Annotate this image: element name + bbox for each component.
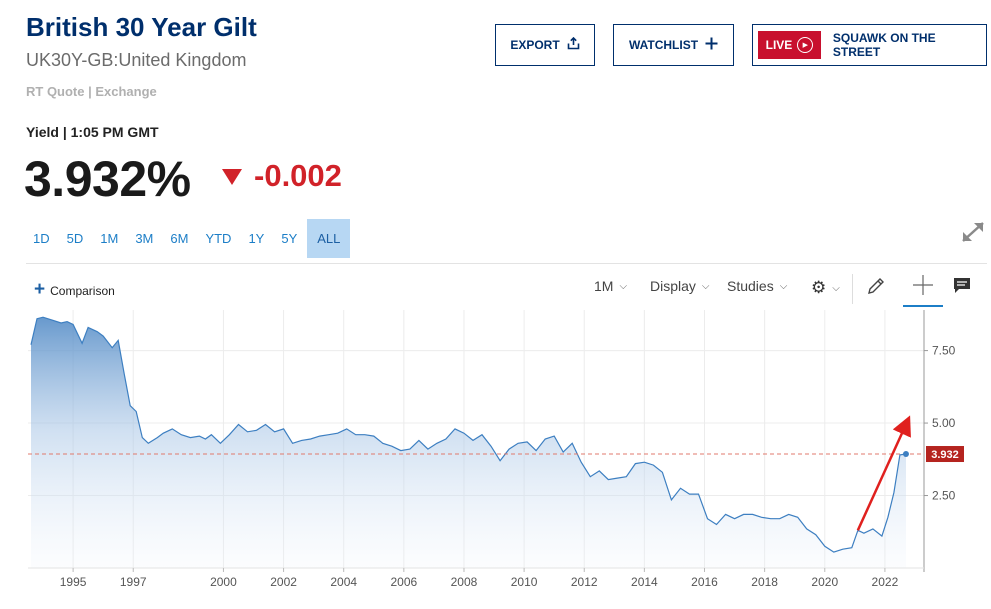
y-tick-label: 7.50 bbox=[932, 344, 956, 358]
rt-quote-label: RT Quote | Exchange bbox=[26, 84, 157, 99]
x-tick-label: 1995 bbox=[60, 575, 87, 589]
down-arrow-icon bbox=[222, 169, 242, 185]
last-price: 3.932% bbox=[24, 151, 191, 207]
watchlist-label: WATCHLIST bbox=[628, 38, 699, 52]
watchlist-button[interactable]: WATCHLIST bbox=[613, 24, 734, 66]
x-tick-label: 2006 bbox=[390, 575, 417, 589]
squawk-live-button[interactable]: LIVE ▶ SQUAWK ON THE STREET bbox=[752, 24, 987, 66]
chevron-down-icon: ⌵ bbox=[779, 280, 788, 292]
x-tick-label: 2004 bbox=[330, 575, 357, 589]
yield-chart[interactable]: 2.50 5.00 7.50 1995 1997 2000 2002 2004 2006 2008… bbox=[0, 305, 991, 609]
plus-icon bbox=[705, 37, 718, 54]
range-ytd[interactable]: YTD bbox=[205, 231, 232, 246]
display-label: Display bbox=[650, 278, 696, 294]
studies-dropdown[interactable]: Studies ⌵ bbox=[727, 278, 787, 294]
x-tick-label: 2012 bbox=[571, 575, 598, 589]
range-5d[interactable]: 5D bbox=[66, 231, 84, 246]
expand-icon[interactable] bbox=[959, 219, 987, 245]
interval-label: 1M bbox=[594, 278, 614, 294]
range-1y[interactable]: 1Y bbox=[248, 231, 265, 246]
crosshair-icon[interactable] bbox=[903, 271, 943, 307]
x-tick-label: 2014 bbox=[631, 575, 658, 589]
last-value-label: 3.932 bbox=[931, 449, 959, 461]
price-change: -0.002 bbox=[222, 158, 342, 194]
chevron-down-icon: ⌵ bbox=[832, 282, 840, 294]
range-5y[interactable]: 5Y bbox=[281, 231, 298, 246]
header-divider bbox=[26, 263, 987, 264]
x-tick-label: 2008 bbox=[451, 575, 478, 589]
x-tick-label: 2018 bbox=[751, 575, 778, 589]
chevron-down-icon: ⌵ bbox=[619, 280, 628, 292]
settings-dropdown[interactable]: ⚙ ⌵ bbox=[811, 278, 840, 298]
comparison-plus-icon: + bbox=[34, 279, 46, 300]
annotation-arrow bbox=[856, 415, 911, 531]
share-icon bbox=[567, 36, 580, 54]
range-1d[interactable]: 1D bbox=[33, 231, 50, 246]
live-badge: LIVE ▶ bbox=[758, 31, 821, 59]
x-tick-label: 1997 bbox=[120, 575, 147, 589]
live-label: LIVE bbox=[765, 38, 793, 52]
range-1m[interactable]: 1M bbox=[100, 231, 119, 246]
change-value: -0.002 bbox=[254, 158, 342, 193]
gear-icon: ⚙ bbox=[811, 278, 827, 297]
display-dropdown[interactable]: Display ⌵ bbox=[650, 278, 710, 294]
range-6m[interactable]: 6M bbox=[170, 231, 189, 246]
chevron-down-icon: ⌵ bbox=[701, 280, 710, 292]
last-value-badge bbox=[926, 446, 964, 463]
studies-label: Studies bbox=[727, 278, 774, 294]
series-line bbox=[30, 316, 907, 553]
interval-dropdown[interactable]: 1M ⌵ bbox=[594, 278, 627, 294]
toolbar-separator bbox=[852, 274, 853, 304]
squawk-label: SQUAWK ON THE STREET bbox=[832, 31, 936, 59]
play-icon: ▶ bbox=[797, 37, 814, 53]
export-label: EXPORT bbox=[510, 38, 560, 52]
comparison-label: Comparison bbox=[50, 284, 115, 298]
x-tick-label: 2000 bbox=[210, 575, 237, 589]
page-title: British 30 Year Gilt bbox=[26, 12, 257, 42]
x-tick-label: 2002 bbox=[270, 575, 297, 589]
pencil-icon[interactable] bbox=[866, 276, 886, 296]
symbol-subtitle: UK30Y-GB:United Kingdom bbox=[26, 50, 247, 70]
comparison-button[interactable]: + Comparison bbox=[34, 279, 115, 301]
y-tick-label: 2.50 bbox=[932, 489, 956, 503]
export-button[interactable]: EXPORT bbox=[495, 24, 595, 66]
x-tick-label: 2010 bbox=[511, 575, 538, 589]
x-tick-label: 2020 bbox=[811, 575, 838, 589]
last-point-marker bbox=[902, 451, 909, 458]
range-3m[interactable]: 3M bbox=[135, 231, 154, 246]
y-tick-label: 5.00 bbox=[932, 416, 956, 430]
x-tick-label: 2022 bbox=[872, 575, 899, 589]
x-tick-label: 2016 bbox=[691, 575, 718, 589]
comment-icon[interactable] bbox=[952, 276, 972, 296]
series-area bbox=[31, 317, 906, 568]
range-selector: 1D 5D 1M 3M 6M YTD 1Y 5Y ALL bbox=[26, 219, 353, 258]
range-all[interactable]: ALL bbox=[307, 219, 351, 258]
yield-timestamp: Yield | 1:05 PM GMT bbox=[26, 124, 159, 140]
